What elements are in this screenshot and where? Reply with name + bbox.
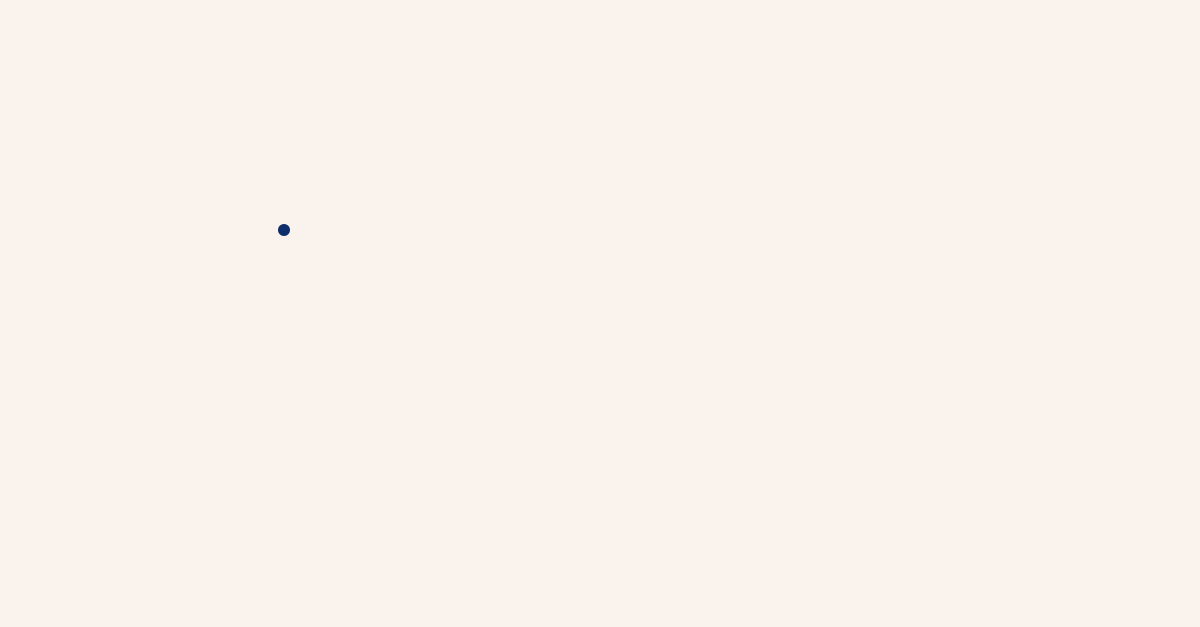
sabadell-logo-center <box>219 224 349 241</box>
right-title-l2 <box>600 54 1180 79</box>
donut-chart <box>24 64 584 504</box>
donut-center <box>219 224 349 243</box>
left-panel <box>24 54 584 504</box>
donut-svg <box>154 124 414 384</box>
right-panel <box>600 54 1180 97</box>
sabadell-mark-icon <box>278 224 290 236</box>
right-subtitle <box>600 56 609 76</box>
